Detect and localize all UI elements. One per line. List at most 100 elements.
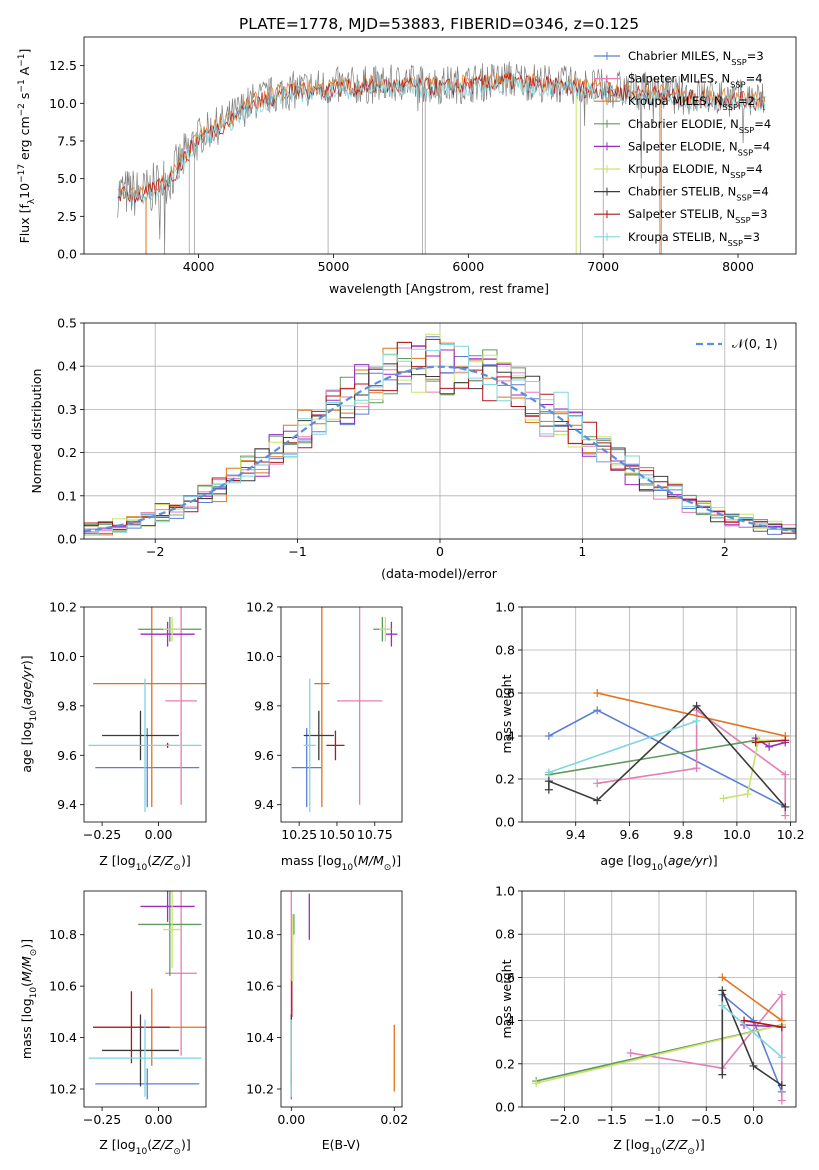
y-tick-label: 0.4 (495, 729, 515, 744)
normal-curve (84, 365, 796, 533)
legend-label: Kroupa STELIB, NSSP=3 (628, 230, 760, 248)
series-marker (749, 1016, 758, 1025)
x-tick-label: −0.25 (83, 1112, 121, 1127)
x-axis-label: Z [log10(Z/Z⊙)] (613, 1137, 704, 1157)
series-marker (544, 785, 553, 794)
y-tick-label: 0.0 (57, 532, 77, 547)
model-spectrum (117, 72, 766, 203)
chart-mass_weight_vs_Z: −2.0 −1.5 −1.0 −0.5 0.0 0.0 0.2 0.4 0.6 0.8 1.0 Z [… (495, 884, 797, 1157)
series-line (597, 708, 787, 816)
chart-mass_weight_vs_age: 9.4 9.6 9.8 10.0 10.2 0.0 0.2 0.4 0.6 0.8 1.0 age [… (495, 600, 804, 874)
axes-frame (280, 606, 403, 823)
chart-age_vs_mass: 10.25 10.50 10.75 9.4 9.6 9.8 10.0 10.2 mass [lo… (246, 600, 403, 873)
x-axis-label: wavelength [Angstrom, rest frame] (329, 281, 549, 296)
plot-area (544, 689, 790, 820)
y-tick-label: 10.2 (246, 1082, 274, 1097)
chart-residuals: −2 −1 0 1 2 0.0 0.1 0.2 0.3 0.4 0.5 𝒩(0, 1) (data-mo… (29, 316, 797, 581)
series-marker (692, 716, 701, 725)
y-tick-label: 0.1 (57, 488, 77, 503)
legend-label: Chabrier ELODIE, NSSP=4 (628, 117, 771, 135)
y-tick-label: 0.4 (495, 1013, 515, 1028)
y-axis-label: mass weight (499, 959, 514, 1038)
y-tick-label: 10.6 (246, 979, 274, 994)
y-tick-label: 10.4 (49, 1030, 77, 1045)
y-tick-label: 12.5 (49, 58, 77, 73)
y-tick-label: 9.6 (57, 748, 77, 763)
x-tick-label: 0.00 (277, 1112, 305, 1127)
series-marker (532, 1079, 541, 1088)
series-marker (719, 794, 728, 803)
plot-area (88, 891, 206, 1100)
series-marker (718, 1070, 727, 1079)
y-tick-label: 9.6 (254, 748, 274, 763)
x-tick-label: 0.00 (145, 827, 173, 842)
y-tick-label: 10.4 (246, 1030, 274, 1045)
y-tick-label: 0.5 (57, 316, 77, 331)
series-marker (626, 1049, 635, 1057)
y-tick-label: 0.6 (495, 686, 515, 701)
series-marker (544, 732, 553, 740)
series-line (548, 709, 786, 808)
series-line (755, 739, 786, 744)
x-tick-label: 0.02 (380, 1112, 408, 1127)
y-tick-label: 9.8 (57, 698, 77, 713)
x-tick-label: 10.2 (777, 827, 805, 842)
legend: Chabrier MILES, NSSP=3 Salpeter MILES, NS… (594, 49, 771, 248)
axes-frame (280, 890, 403, 1108)
x-tick-label: 9.6 (620, 827, 640, 842)
x-tick-label: 7000 (587, 259, 619, 274)
series-marker (692, 701, 701, 710)
series-marker (777, 990, 786, 999)
y-tick-label: 0.0 (57, 247, 77, 262)
y-tick-label: 0.2 (495, 1056, 515, 1071)
x-tick-label: 0 (436, 544, 444, 559)
y-tick-label: 2.5 (57, 209, 77, 224)
x-tick-label: −1.0 (644, 1112, 674, 1127)
x-tick-label: −2.0 (549, 1112, 579, 1127)
y-tick-label: 0.8 (495, 927, 515, 942)
series-marker (718, 986, 727, 995)
x-tick-label: 6000 (452, 259, 484, 274)
series-line (721, 1004, 783, 1058)
figure-title: PLATE=1778, MJD=53883, FIBERID=0346, z=0… (239, 15, 639, 33)
y-tick-label: 0.0 (495, 1100, 515, 1115)
legend-label: Kroupa MILES, NSSP=2 (628, 94, 755, 112)
x-tick-label: 9.4 (566, 827, 586, 842)
y-tick-label: 10.0 (49, 96, 77, 111)
chart-age_vs_Z: −0.25 0.00 9.4 9.6 9.8 10.0 10.2 Z [log10(Z/Z⊙)… (19, 600, 207, 873)
series-line (548, 720, 697, 774)
axes-frame (83, 36, 797, 255)
axes-frame (83, 890, 207, 1108)
plot-area (532, 973, 786, 1105)
y-tick-label: 7.5 (57, 133, 77, 148)
series-marker (777, 1096, 786, 1105)
legend-label: 𝒩(0, 1) (732, 336, 778, 351)
y-tick-label: 0.0 (495, 815, 515, 830)
series-marker (544, 768, 553, 777)
y-axis-label: mass [log10(M/M⊙)] (19, 939, 39, 1059)
series-marker (692, 764, 701, 773)
legend-label: Chabrier STELIB, NSSP=4 (628, 185, 769, 203)
y-axis-label: age [log10(age/yr)] (19, 655, 39, 772)
y-tick-label: 5.0 (57, 171, 77, 186)
series-marker (544, 777, 553, 786)
x-tick-label: −1.5 (597, 1112, 627, 1127)
series-line (723, 739, 786, 800)
y-tick-label: 10.2 (246, 600, 274, 615)
series-marker (743, 790, 752, 799)
series-marker (781, 802, 790, 811)
series-marker (781, 770, 790, 779)
y-tick-label: 10.2 (49, 600, 77, 615)
series-marker (740, 1016, 749, 1025)
x-tick-label: −2 (146, 544, 164, 559)
series-line (721, 976, 783, 1022)
series-line (721, 994, 783, 1093)
y-tick-label: 9.4 (57, 797, 77, 812)
y-tick-label: 0.8 (495, 643, 515, 658)
x-axis-label: mass [log10(M/M⊙)] (281, 853, 401, 873)
y-tick-label: 0.6 (495, 970, 515, 985)
series-marker (593, 706, 602, 715)
series-marker (781, 736, 790, 745)
x-tick-label: 8000 (722, 259, 754, 274)
y-axis-label: mass weight (499, 674, 514, 753)
